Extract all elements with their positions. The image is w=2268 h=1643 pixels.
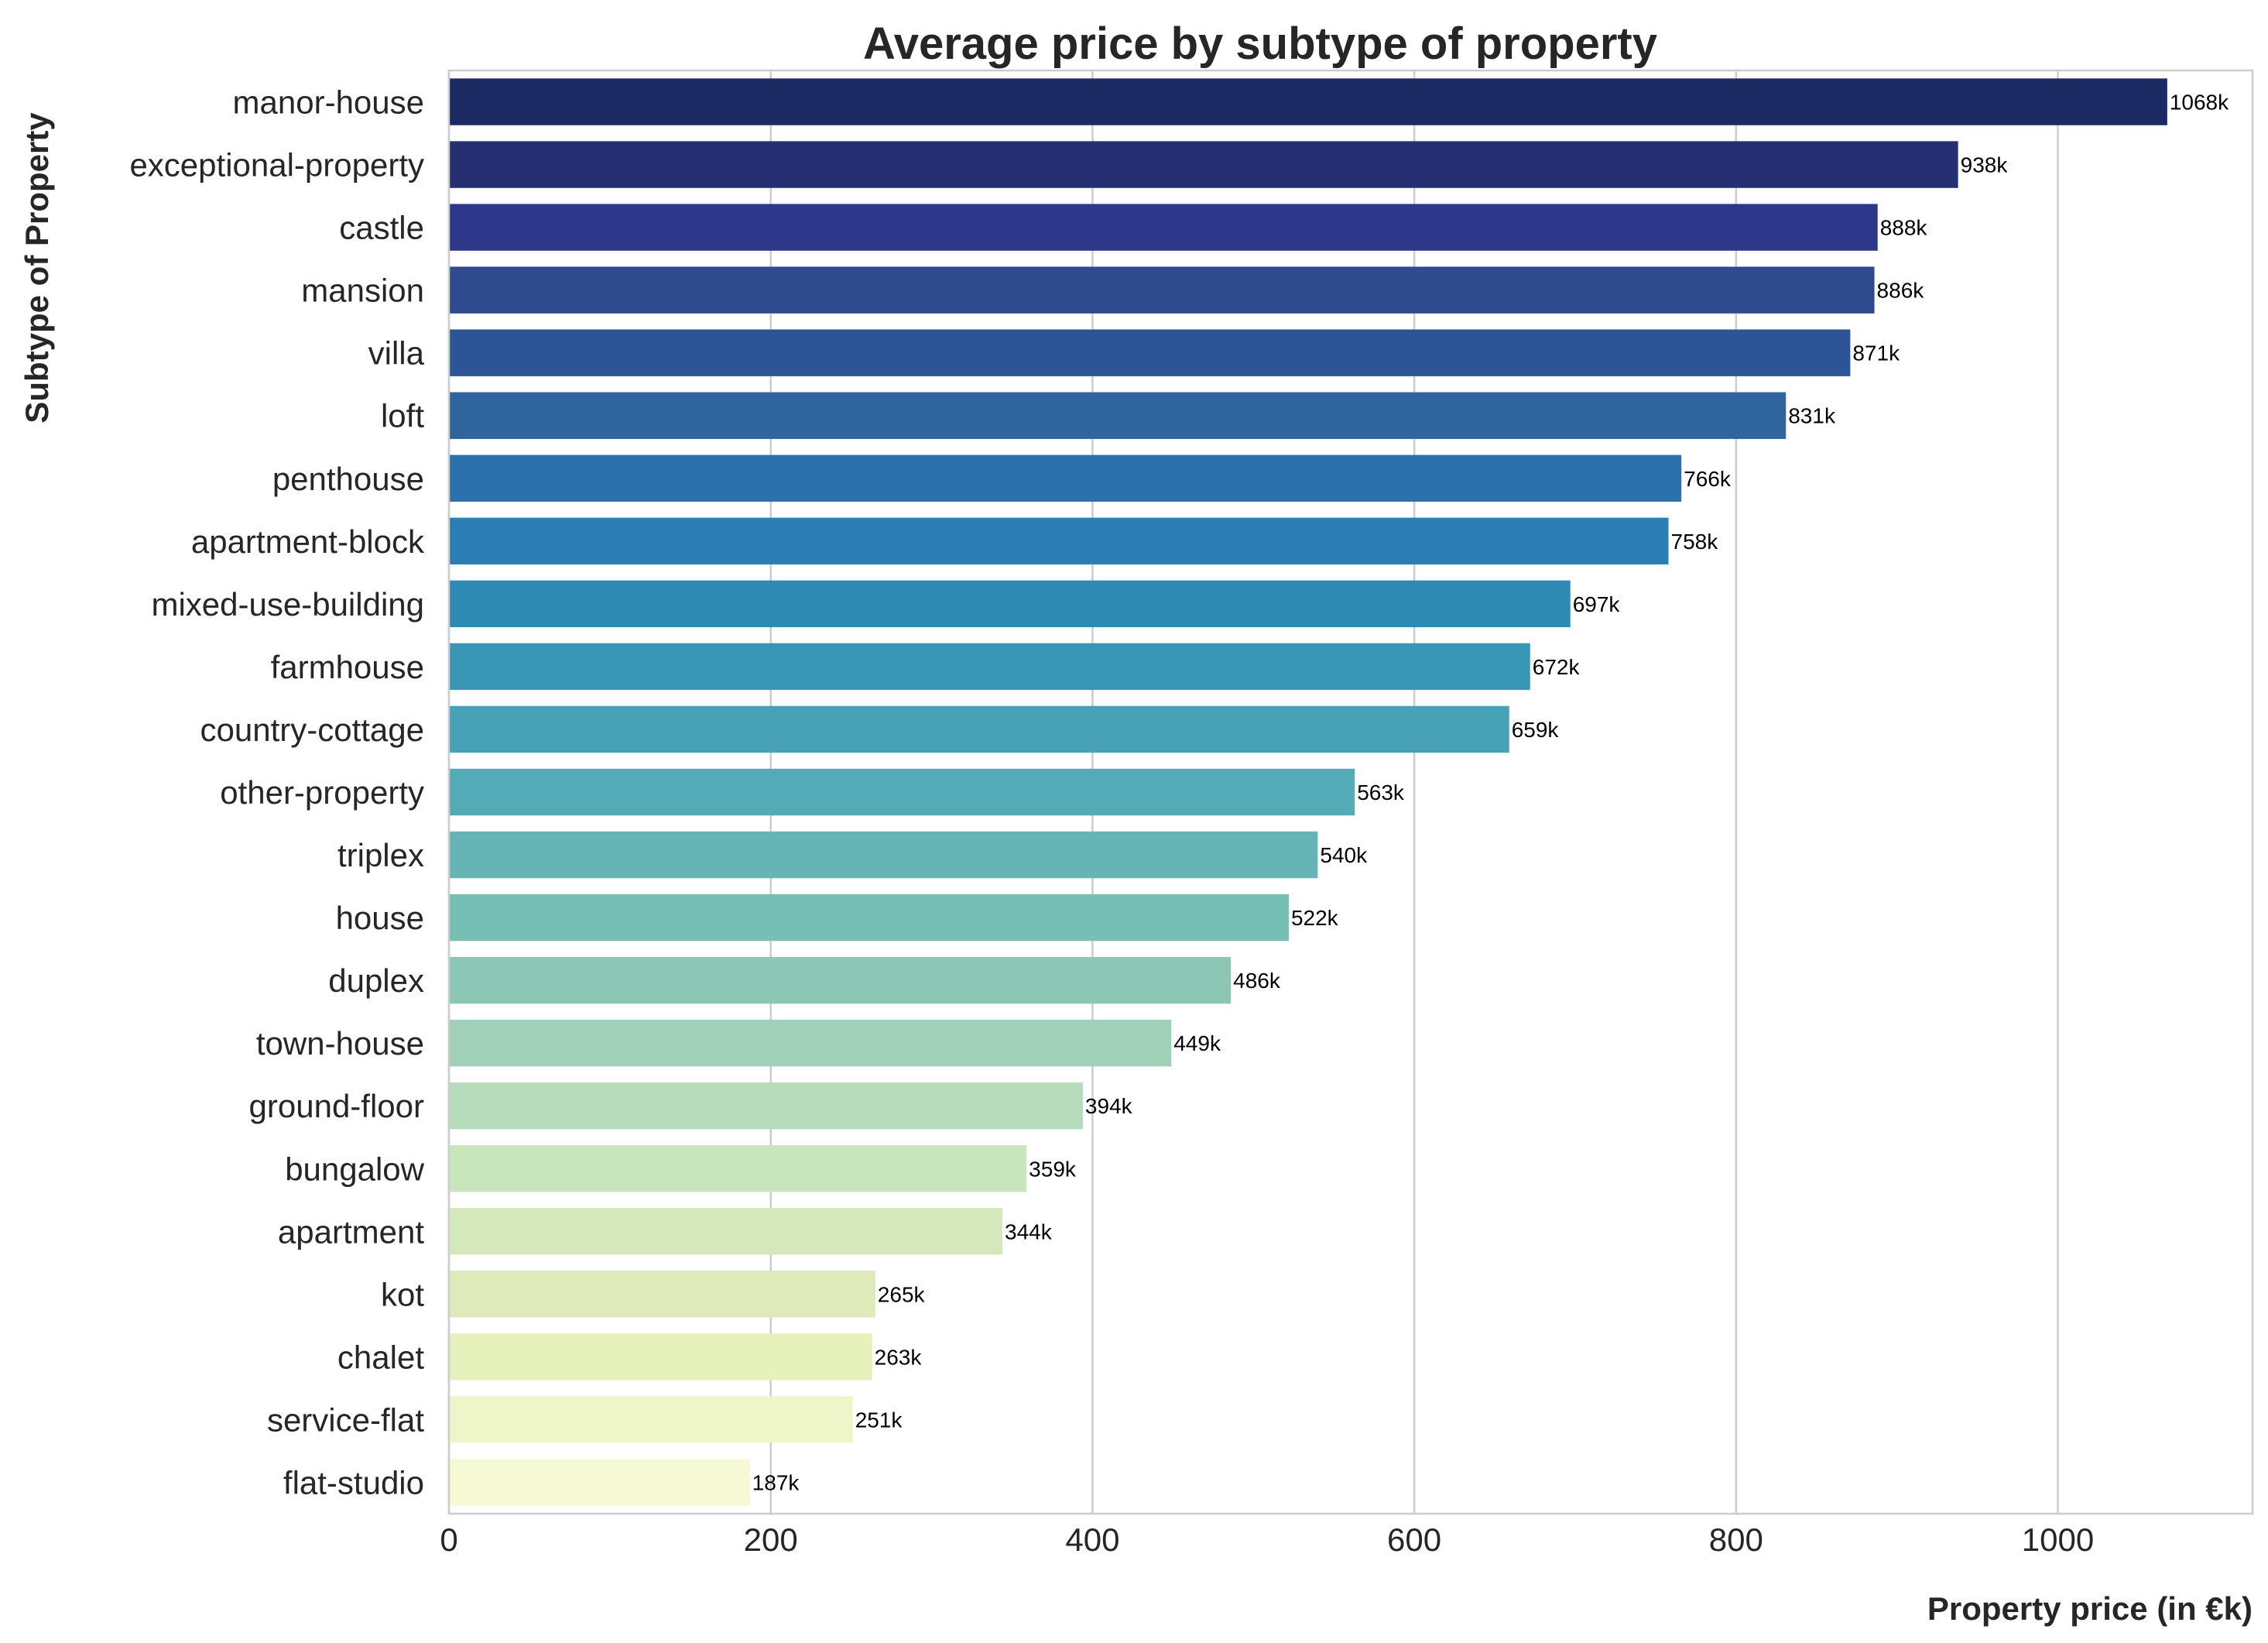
bar-value-labels: 1068k 938k 888k 886k 871k 831k 766k 758k 697k 672…	[752, 91, 2229, 1495]
bar-value-label: 563k	[1357, 780, 1405, 804]
bar-loft	[449, 392, 1787, 439]
y-tick-label: flat-studio	[283, 1464, 424, 1501]
bar-triplex	[449, 831, 1318, 879]
bar-value-label: 1068k	[2170, 91, 2229, 115]
y-tick-label: villa	[368, 335, 425, 372]
bar-value-label: 758k	[1671, 530, 1719, 554]
bar-value-label: 540k	[1320, 843, 1368, 867]
bar-value-label: 449k	[1173, 1031, 1221, 1055]
y-tick-label: mixed-use-building	[151, 586, 424, 623]
bar-duplex	[449, 956, 1232, 1004]
bar-town-house	[449, 1019, 1172, 1067]
bar-value-label: 938k	[1961, 153, 2009, 177]
x-tick-label: 800	[1709, 1521, 1763, 1558]
bar-manor-house	[449, 78, 2167, 125]
bar-value-label: 831k	[1788, 404, 1836, 428]
y-tick-label: exceptional-property	[129, 147, 424, 184]
y-axis-title: Subtype of Property	[19, 112, 55, 424]
bar-ground-floor	[449, 1082, 1083, 1130]
x-tick-label: 200	[744, 1521, 798, 1558]
y-tick-label: house	[336, 900, 424, 936]
bar-value-label: 697k	[1573, 592, 1621, 616]
x-axis-ticks: 0 200 400 600 800 1000	[440, 1521, 2094, 1558]
y-tick-label: penthouse	[272, 461, 424, 497]
y-tick-label: loft	[381, 398, 424, 434]
y-tick-label: apartment-block	[191, 523, 425, 560]
bar-mansion	[449, 266, 1875, 314]
y-tick-label: other-property	[220, 774, 424, 811]
x-tick-label: 1000	[2022, 1521, 2094, 1558]
x-tick-label: 600	[1387, 1521, 1441, 1558]
bar-other-property	[449, 768, 1355, 816]
bar-apartment	[449, 1208, 1003, 1255]
bar-farmhouse	[449, 643, 1530, 691]
bar-value-label: 659k	[1512, 718, 1560, 742]
y-tick-label: service-flat	[267, 1401, 424, 1438]
bar-value-label: 672k	[1533, 655, 1581, 679]
bar-country-cottage	[449, 705, 1509, 753]
bar-house	[449, 894, 1289, 942]
y-tick-label: triplex	[337, 837, 424, 873]
x-tick-label: 400	[1065, 1521, 1119, 1558]
y-tick-label: duplex	[328, 962, 424, 999]
bar-value-label: 886k	[1877, 279, 1925, 303]
bar-castle	[449, 204, 1878, 251]
bar-value-label: 359k	[1029, 1157, 1077, 1181]
plot-frame	[447, 69, 2254, 1515]
bar-value-label: 187k	[752, 1470, 800, 1494]
bar-flat-studio	[449, 1459, 750, 1506]
y-tick-label: castle	[339, 210, 424, 246]
x-tick-label: 0	[440, 1521, 457, 1558]
y-tick-label: chalet	[337, 1339, 424, 1375]
x-axis-title: Property price (in €k)	[1927, 1590, 2253, 1627]
bar-value-label: 344k	[1005, 1219, 1053, 1243]
y-axis-categories: manor-house exceptional-property castle man…	[129, 84, 425, 1501]
y-tick-label: country-cottage	[200, 712, 425, 748]
y-tick-label: ground-floor	[249, 1088, 424, 1124]
bar-mixed-use-building	[449, 580, 1571, 628]
chart-title: Average price by subtype of property	[863, 19, 1657, 69]
bar-penthouse	[449, 454, 1682, 502]
bar-value-label: 486k	[1233, 969, 1281, 993]
bar-villa	[449, 329, 1851, 376]
y-tick-label: farmhouse	[271, 649, 424, 685]
bar-value-label: 871k	[1852, 341, 1900, 365]
y-tick-label: town-house	[256, 1025, 424, 1062]
bar-value-label: 263k	[875, 1345, 923, 1369]
y-tick-label: bungalow	[285, 1151, 424, 1187]
y-tick-label: apartment	[278, 1213, 424, 1250]
y-tick-label: kot	[381, 1276, 424, 1312]
bar-value-label: 766k	[1684, 467, 1732, 491]
bar-value-label: 265k	[878, 1282, 926, 1306]
bar-service-flat	[449, 1396, 853, 1443]
bar-exceptional-property	[449, 141, 1958, 188]
bar-kot	[449, 1271, 875, 1318]
bar-chalet	[449, 1333, 872, 1381]
bar-value-label: 522k	[1291, 906, 1339, 930]
bar-bungalow	[449, 1145, 1027, 1192]
bar-value-label: 394k	[1085, 1094, 1133, 1118]
bar-value-label: 251k	[855, 1408, 903, 1432]
bar-apartment-block	[449, 517, 1669, 565]
bar-value-label: 888k	[1880, 216, 1928, 240]
y-tick-label: mansion	[301, 273, 424, 309]
y-tick-label: manor-house	[233, 84, 424, 121]
bar-series	[449, 78, 2167, 1506]
